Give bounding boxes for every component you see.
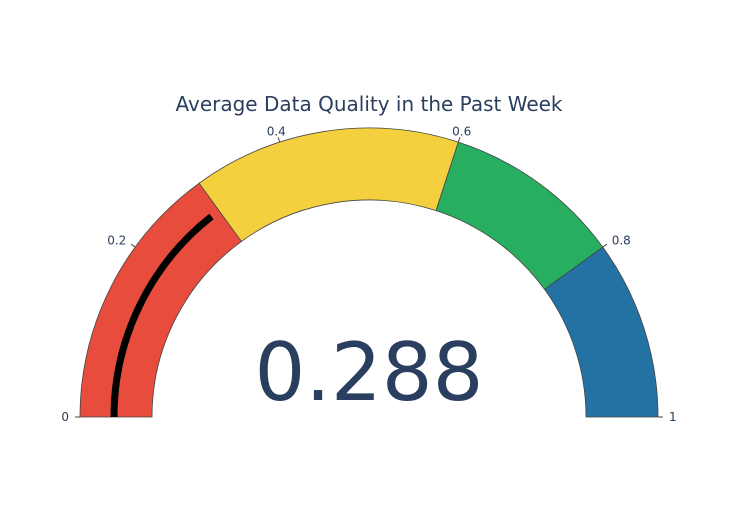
gauge-tick-label-1: 0.2	[107, 234, 126, 248]
gauge-tick-mark-2	[277, 137, 281, 143]
gauge-step-1	[198, 127, 459, 242]
gauge-ticks: 0 0.2 0.4 0.6 0.8 1	[61, 125, 676, 424]
gauge-tick-mark-3	[457, 137, 461, 143]
gauge-tick-label-3: 0.6	[452, 125, 471, 139]
gauge-tick-label-0: 0	[61, 410, 69, 424]
gauge-value-bar-group	[110, 213, 214, 418]
gauge-tick-mark-1	[130, 243, 136, 248]
gauge-tick-label-2: 0.4	[267, 125, 286, 139]
gauge-tick-label-5: 1	[669, 410, 677, 424]
gauge-value-bar	[110, 213, 214, 418]
gauge-value-number: 0.288	[254, 326, 483, 419]
gauge-tick-label-4: 0.8	[612, 234, 631, 248]
gauge-step-0	[79, 182, 243, 418]
gauge-tick-mark-4	[602, 243, 608, 248]
gauge-step-3	[544, 246, 659, 418]
chart-title: Average Data Quality in the Past Week	[175, 92, 562, 116]
